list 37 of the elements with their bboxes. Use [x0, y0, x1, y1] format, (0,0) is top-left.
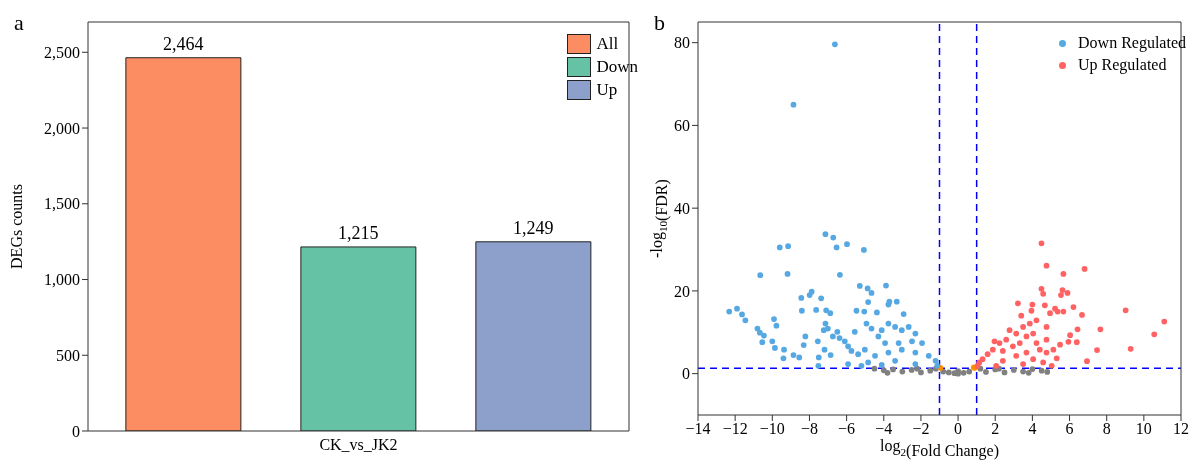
x-tick-label: −2 — [912, 420, 930, 438]
x-tick-label: −14 — [685, 420, 711, 438]
x-tick-label: 0 — [954, 420, 963, 438]
x-tick-label: 4 — [1028, 420, 1037, 438]
y-tick-label: 1,000 — [44, 271, 80, 289]
x-tick-label: 10 — [1135, 420, 1152, 438]
data-label: 1,215 — [338, 222, 379, 243]
y-tick-label: 500 — [56, 346, 80, 364]
legend-label: Up Regulated — [1078, 56, 1167, 74]
x-tick-label: −6 — [838, 420, 856, 438]
x-tick-label: 2 — [991, 420, 1000, 438]
y-tick-label: 40 — [674, 199, 690, 217]
x-tick-label: −8 — [800, 420, 818, 438]
data-label: 2,464 — [163, 33, 204, 54]
x-tick-label: −12 — [722, 420, 748, 438]
y-tick-label: 80 — [674, 34, 690, 52]
text: a — [14, 10, 24, 36]
x-tick-label: 12 — [1173, 420, 1189, 438]
y-tick-label: 1,500 — [44, 195, 80, 213]
y-tick-label: 0 — [682, 365, 690, 383]
x-tick-label: 8 — [1102, 420, 1111, 438]
legend-label: Down Regulated — [1078, 34, 1186, 52]
x-tick-label: −4 — [875, 420, 893, 438]
y-tick-label: 2,000 — [44, 119, 80, 137]
y-tick-label: 2,500 — [44, 43, 80, 61]
y-tick-label: 20 — [674, 282, 690, 300]
legend-label: Up — [596, 79, 618, 100]
legend-label: Down — [596, 56, 638, 77]
x-tick-label: −10 — [759, 420, 785, 438]
x-axis-title: log$_{2}$(Fold Change) — [880, 437, 999, 460]
legend-label: All — [596, 33, 619, 54]
data-label: 1,249 — [513, 217, 554, 238]
y-tick-label: 60 — [674, 117, 690, 135]
x-tick-label: CK_vs_JK2 — [319, 436, 398, 454]
y-axis-title: DEGs counts — [8, 184, 25, 269]
text: b — [654, 10, 665, 36]
x-tick-label: 6 — [1065, 420, 1074, 438]
